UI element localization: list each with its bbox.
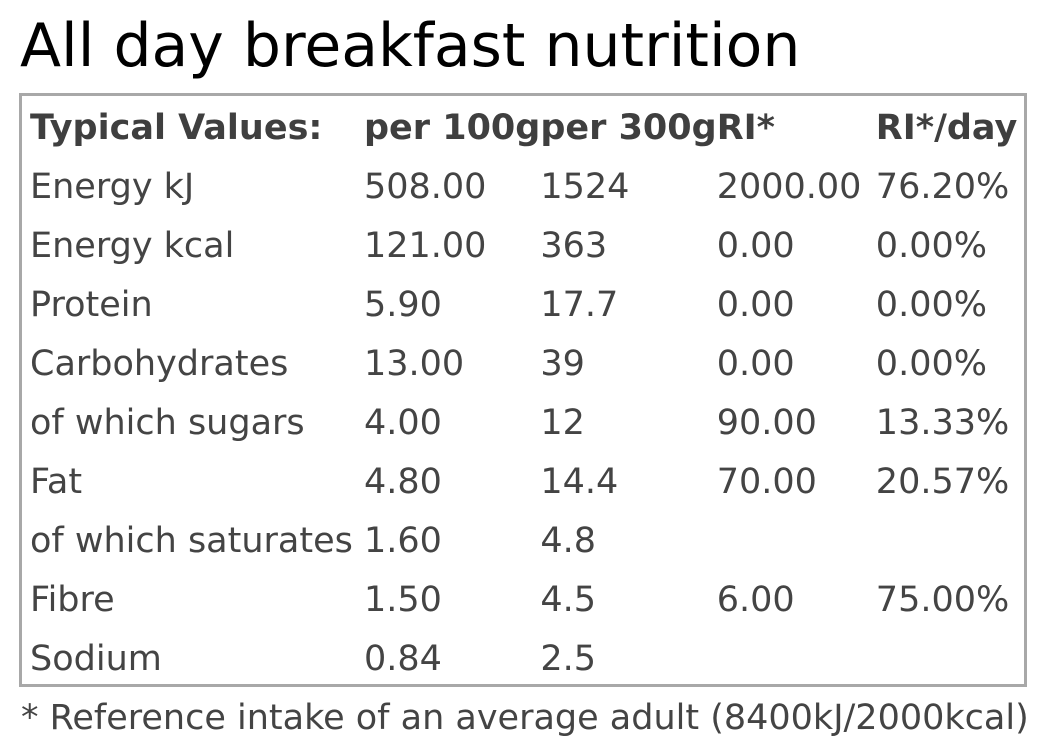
cell-per-100g: 5.90 — [363, 285, 442, 325]
cell-ri-per-day — [876, 512, 1024, 571]
cell-ri-per-day: 0.00% — [875, 344, 987, 384]
cell-ri-per-day: 0.00% — [875, 285, 987, 325]
header-typical-values: Typical Values: — [30, 108, 323, 148]
table-row: Fat 4.80 14.4 70.00 20.57% — [30, 453, 1024, 512]
cell-ri: 6.00 — [716, 580, 795, 620]
cell-per-300g: 17.7 — [540, 285, 619, 325]
header-ri-per-day: RI*/day — [875, 108, 1018, 148]
cell-per-100g: 0.84 — [363, 639, 442, 679]
nutrition-table-panel: Typical Values: per 100g per 300g RI* RI… — [19, 93, 1027, 687]
cell-ri — [717, 512, 876, 571]
table-row: of which sugars 4.00 12 90.00 13.33% — [30, 394, 1024, 453]
cell-ri: 2000.00 — [716, 167, 862, 207]
nutrition-table: Typical Values: per 100g per 300g RI* RI… — [30, 99, 1024, 689]
cell-per-100g: 4.00 — [363, 403, 442, 443]
cell-per-300g: 2.5 — [540, 639, 597, 679]
page-title: All day breakfast nutrition — [20, 11, 801, 81]
cell-ri: 90.00 — [716, 403, 817, 443]
row-label: Sodium — [30, 639, 162, 679]
row-label: Energy kJ — [30, 167, 195, 207]
row-label: of which sugars — [30, 403, 305, 443]
cell-ri-per-day: 75.00% — [875, 580, 1010, 620]
cell-ri-per-day — [876, 630, 1024, 689]
cell-per-100g: 4.80 — [363, 462, 442, 502]
row-label: Energy kcal — [30, 226, 235, 266]
cell-ri-per-day: 0.00% — [875, 226, 987, 266]
cell-per-300g: 14.4 — [540, 462, 619, 502]
table-row: Carbohydrates 13.00 39 0.00 0.00% — [30, 335, 1024, 394]
table-header-row: Typical Values: per 100g per 300g RI* RI… — [30, 99, 1024, 158]
table-row: Fibre 1.50 4.5 6.00 75.00% — [30, 571, 1024, 630]
cell-per-300g: 4.5 — [540, 580, 597, 620]
cell-per-100g: 121.00 — [363, 226, 487, 266]
cell-per-300g: 1524 — [540, 167, 630, 207]
cell-ri: 0.00 — [716, 226, 795, 266]
table-row: Protein 5.90 17.7 0.00 0.00% — [30, 276, 1024, 335]
row-label: Fibre — [30, 580, 115, 620]
cell-ri-per-day: 13.33% — [875, 403, 1010, 443]
table-row: Energy kJ 508.00 1524 2000.00 76.20% — [30, 158, 1024, 217]
table-row: Energy kcal 121.00 363 0.00 0.00% — [30, 217, 1024, 276]
cell-ri: 0.00 — [716, 344, 795, 384]
cell-per-300g: 4.8 — [540, 521, 597, 561]
reference-intake-footnote: * Reference intake of an average adult (… — [21, 698, 1029, 738]
row-label: Carbohydrates — [30, 344, 289, 384]
cell-per-300g: 363 — [540, 226, 608, 266]
cell-per-300g: 12 — [540, 403, 585, 443]
cell-per-100g: 13.00 — [363, 344, 465, 384]
cell-per-300g: 39 — [540, 344, 585, 384]
cell-per-100g: 1.60 — [363, 521, 442, 561]
cell-ri-per-day: 76.20% — [875, 167, 1010, 207]
row-label: of which saturates — [30, 521, 353, 561]
cell-per-100g: 508.00 — [363, 167, 487, 207]
cell-ri: 70.00 — [716, 462, 817, 502]
table-row: Sodium 0.84 2.5 — [30, 630, 1024, 689]
header-per-100g: per 100g — [363, 108, 541, 148]
cell-ri — [717, 630, 876, 689]
cell-ri-per-day: 20.57% — [875, 462, 1010, 502]
cell-per-100g: 1.50 — [363, 580, 442, 620]
header-per-300g: per 300g — [540, 108, 717, 148]
row-label: Protein — [30, 285, 153, 325]
cell-ri: 0.00 — [716, 285, 795, 325]
table-row: of which saturates 1.60 4.8 — [30, 512, 1024, 571]
row-label: Fat — [30, 462, 83, 502]
header-ri: RI* — [716, 108, 775, 148]
